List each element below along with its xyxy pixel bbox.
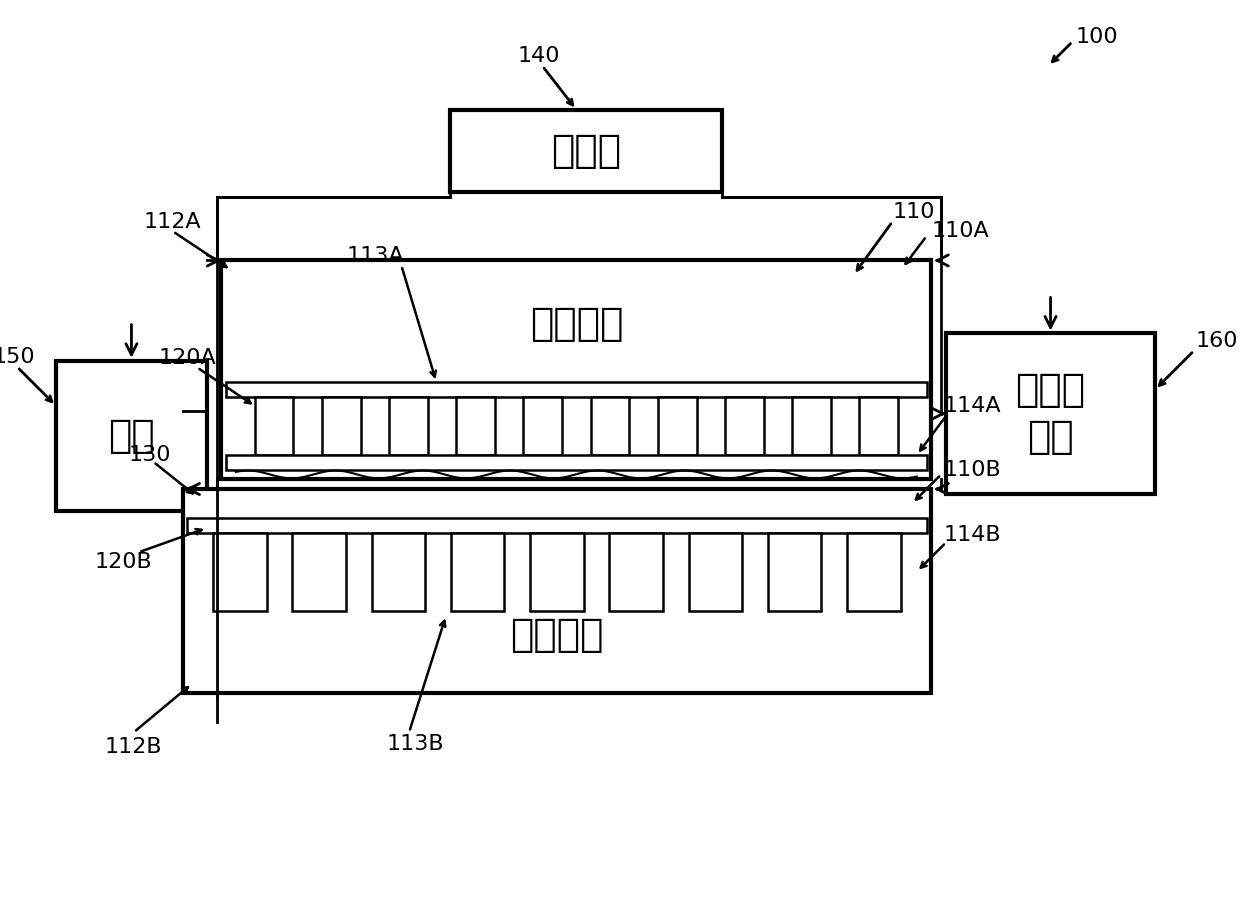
Text: 110B: 110B [944, 460, 1001, 480]
Text: 第一部分: 第一部分 [529, 305, 624, 343]
Bar [531, 533, 584, 611]
Text: 120B: 120B [95, 552, 153, 572]
Text: 112A: 112A [144, 212, 201, 232]
Text: 液压致
动器: 液压致 动器 [1016, 371, 1085, 456]
Bar [725, 396, 764, 455]
Bar [254, 396, 294, 455]
Text: 120A: 120A [159, 348, 216, 368]
Text: 控制器: 控制器 [551, 132, 621, 170]
Bar [688, 533, 743, 611]
Bar [187, 518, 926, 533]
Text: 113A: 113A [347, 245, 404, 265]
Bar [372, 533, 425, 611]
Bar [847, 533, 900, 611]
Bar [222, 261, 931, 479]
Bar [213, 533, 267, 611]
Text: 113B: 113B [387, 734, 445, 754]
Bar [389, 396, 428, 455]
Bar [182, 489, 931, 694]
Bar [590, 396, 630, 455]
Bar [859, 396, 898, 455]
Text: 114A: 114A [944, 396, 1002, 416]
Text: 110: 110 [893, 202, 935, 222]
Text: 114B: 114B [944, 524, 1002, 544]
Bar [451, 533, 505, 611]
Text: 160: 160 [1195, 331, 1239, 351]
Text: 电源: 电源 [108, 417, 155, 455]
Text: 第二部分: 第二部分 [510, 616, 604, 654]
Bar [226, 382, 926, 396]
Text: 110A: 110A [931, 221, 990, 241]
Text: 112B: 112B [104, 737, 162, 757]
Text: 100: 100 [1075, 26, 1118, 46]
Bar [946, 334, 1156, 494]
Bar [456, 396, 495, 455]
Bar [321, 396, 361, 455]
Bar [792, 396, 831, 455]
Bar [450, 110, 722, 193]
Text: 140: 140 [518, 46, 560, 66]
Bar [657, 396, 697, 455]
Bar [610, 533, 663, 611]
Bar [523, 396, 562, 455]
Text: 130: 130 [129, 445, 171, 465]
Bar [293, 533, 346, 611]
Bar [56, 361, 207, 512]
Text: 150: 150 [0, 347, 36, 367]
Bar [226, 455, 926, 470]
Bar [768, 533, 821, 611]
